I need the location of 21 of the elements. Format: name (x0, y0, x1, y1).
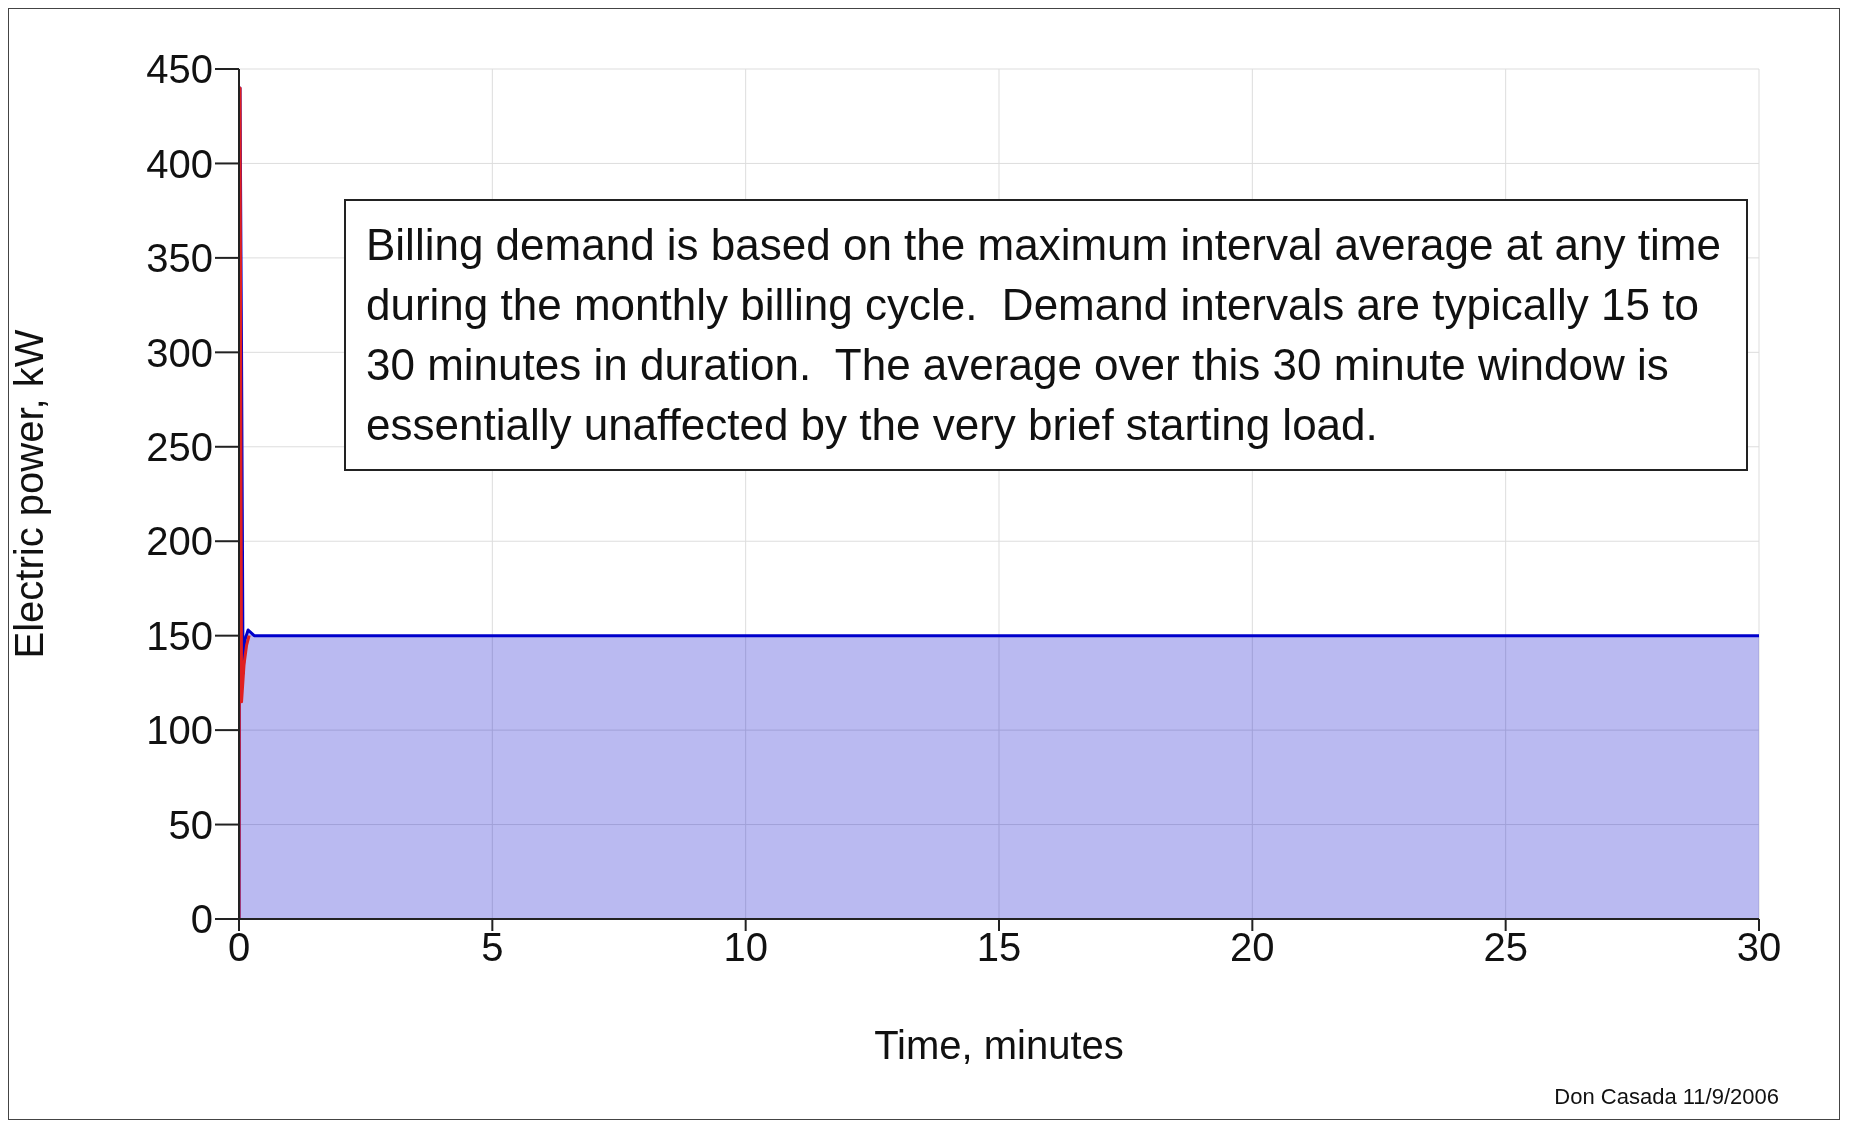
x-tick-label: 25 (1483, 925, 1528, 970)
y-tick-label: 100 (146, 708, 213, 753)
x-tick-label: 10 (723, 925, 768, 970)
y-tick-label: 250 (146, 424, 213, 469)
y-tick-label: 150 (146, 613, 213, 658)
y-tick-label: 400 (146, 141, 213, 186)
y-tick-label: 450 (146, 47, 213, 92)
y-tick-label: 0 (190, 897, 213, 942)
y-tick-label: 350 (146, 236, 213, 281)
text: Don Casada 11/9/2006 (1554, 1084, 1779, 1110)
x-tick-label: 20 (1230, 925, 1275, 970)
y-tick-label: 200 (146, 519, 213, 564)
x-tick-label: 5 (481, 925, 504, 970)
x-tick-label: 15 (976, 925, 1022, 970)
x-axis-title: Time, minutes (874, 1023, 1124, 1067)
x-tick-label: 30 (1736, 925, 1782, 970)
x-tick-label: 0 (227, 925, 251, 970)
y-axis-title: Electric power, kW (7, 329, 52, 659)
y-tick-label: 300 (146, 330, 213, 375)
annotation: Billing demand is based on the maximum interval average at any time during the monthly billing cycle. Demand intervals are typically 15 to 30 minutes in duration. The average over this 30 minute window is essentially unaffected by the very brief starting load. (344, 199, 1748, 471)
y-tick-label: 50 (168, 802, 213, 847)
